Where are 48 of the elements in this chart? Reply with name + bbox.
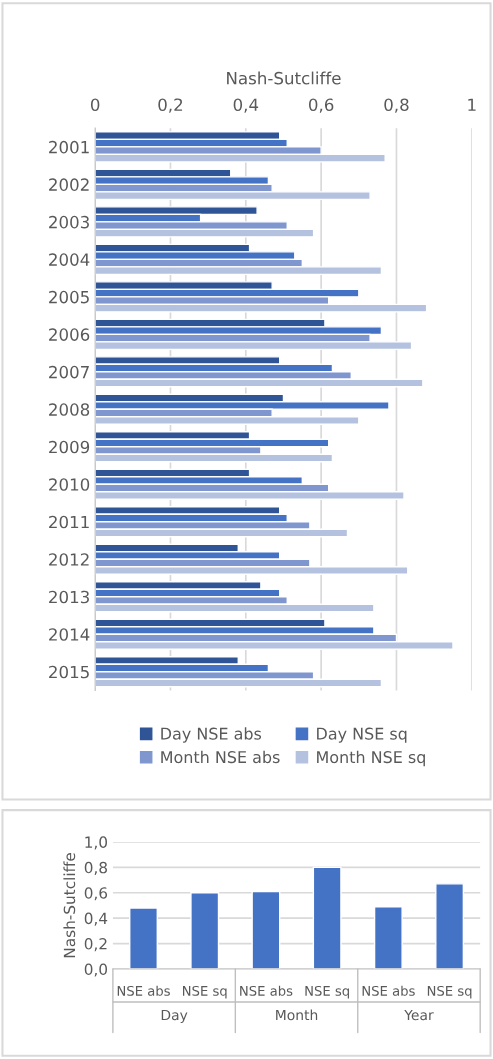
y-tick-label: 2006 (49, 328, 90, 341)
y-tick-label: 0,4 (84, 912, 108, 926)
y-tick-label: 0,0 (84, 963, 108, 977)
y-tick-label: 0,6 (84, 887, 108, 901)
y-tick-label: 2013 (49, 590, 89, 604)
bar (373, 906, 403, 969)
y-tick-label: 0,2 (84, 938, 107, 952)
y-tick-label: 0,8 (84, 861, 107, 875)
y-tick-label: 2014 (49, 628, 90, 641)
bar (435, 883, 465, 969)
x-axis-title: Nash-Sutcliffe (227, 71, 341, 85)
bar (129, 907, 158, 969)
y-tick-label: 2012 (49, 553, 89, 566)
x-tick-label: 0,2 (158, 98, 183, 113)
x-tick-label: NSE sq (427, 985, 472, 999)
legend-label: Day NSE abs (161, 727, 262, 743)
y-tick-label: 2002 (49, 178, 89, 191)
y-tick-label: 2015 (49, 665, 89, 679)
y-tick-label: 2010 (49, 478, 90, 491)
y-tick-label: 2008 (49, 403, 90, 416)
x-tick-label: NSE abs (362, 985, 415, 996)
x-tick-label: 0 (90, 98, 100, 112)
y-tick-label: 2003 (49, 215, 89, 229)
bar (190, 892, 220, 969)
y-tick-label: 1,0 (85, 836, 108, 850)
x-tick-label: NSE abs (117, 985, 170, 996)
y-axis-title: Nash-Sutcliffe (63, 853, 76, 958)
y-tick-label: 2004 (49, 253, 90, 266)
x-tick-label: NSE sq (305, 985, 349, 999)
legend-label: Month NSE sq (317, 750, 425, 767)
text: Day (161, 1009, 188, 1023)
x-tick-label: 0,6 (308, 98, 334, 113)
y-tick-label: 2001 (49, 140, 89, 154)
x-tick-label: 0,8 (384, 98, 409, 113)
x-tick-label: 1 (468, 98, 476, 111)
x-tick-label: 0,4 (233, 98, 259, 113)
y-tick-label: 2007 (49, 365, 89, 379)
x-tick-label: NSE sq (183, 985, 227, 999)
y-tick-label: 2009 (49, 440, 90, 454)
legend-label: Month NSE abs (161, 750, 280, 764)
y-tick-label: 2005 (49, 290, 89, 304)
legend-label: Day NSE sq (317, 727, 407, 743)
bar (251, 890, 281, 969)
text: Year (404, 1009, 434, 1021)
bar (312, 866, 342, 969)
y-tick-label: 2011 (49, 515, 89, 529)
x-tick-label: NSE abs (240, 985, 293, 996)
text: Month (276, 1009, 318, 1021)
